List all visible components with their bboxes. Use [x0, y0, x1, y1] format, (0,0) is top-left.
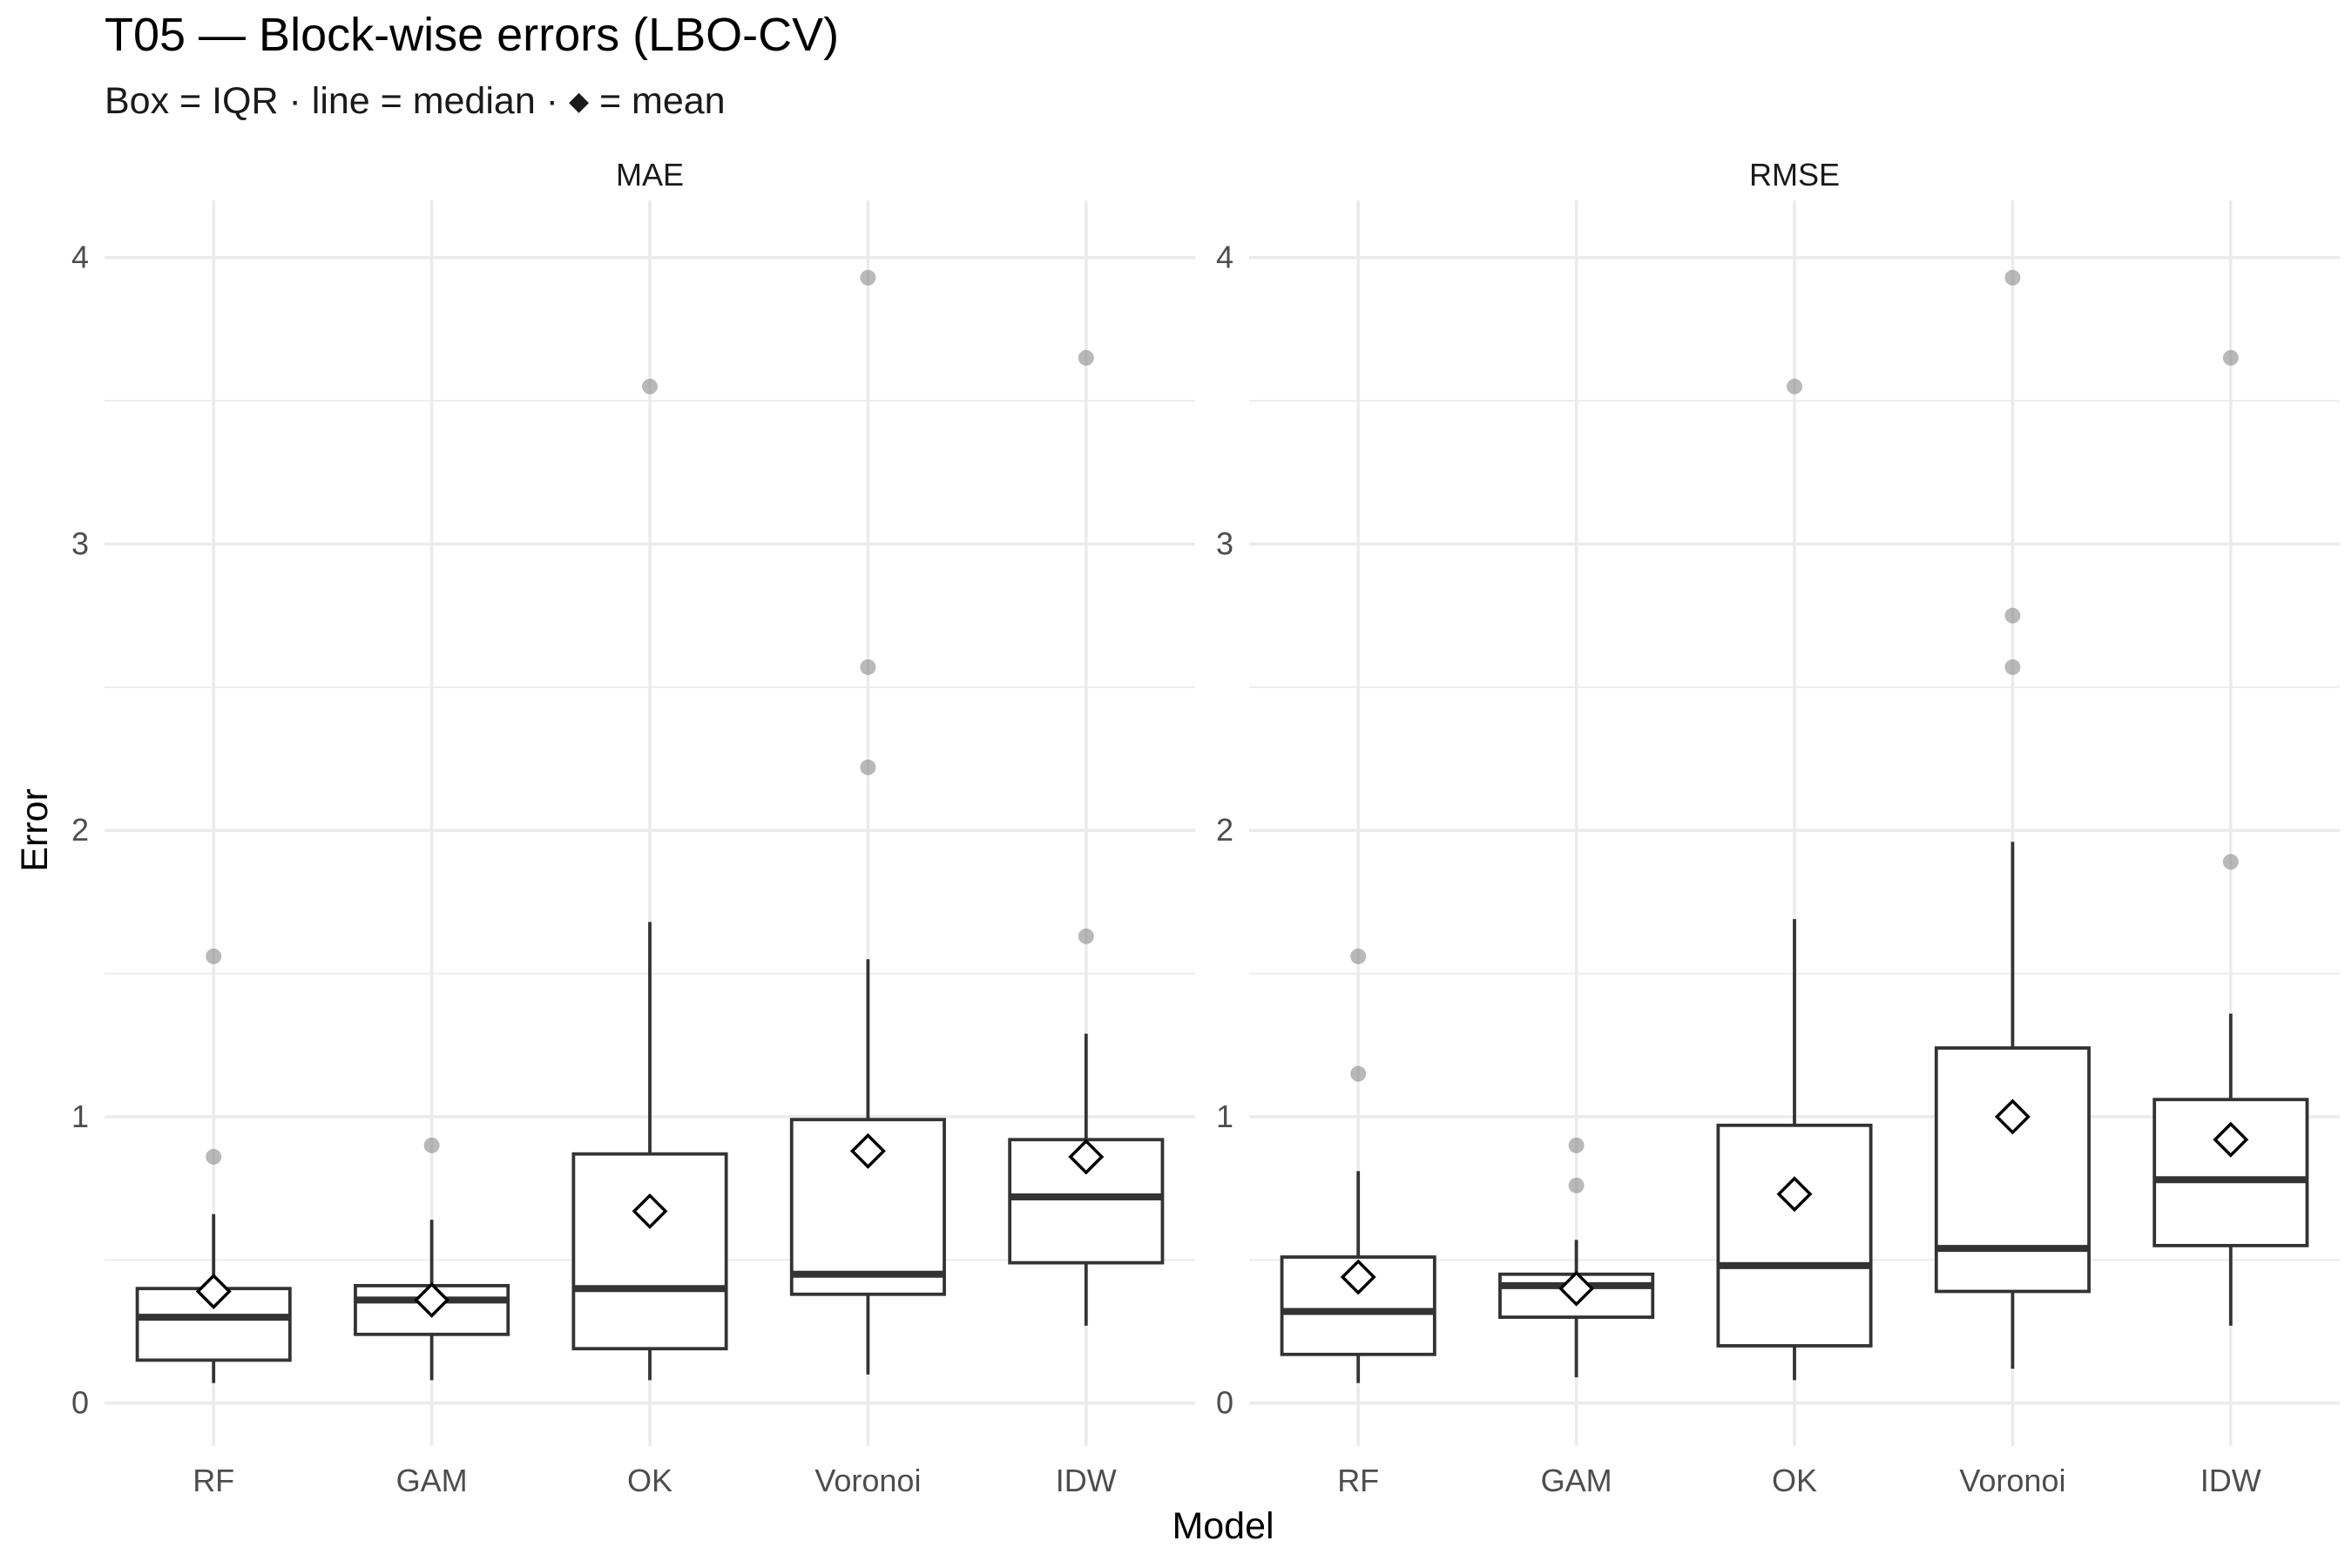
outlier-point	[206, 948, 222, 964]
outlier-point	[860, 759, 876, 775]
boxplot-rf	[1280, 948, 1436, 1383]
y-tick-label: 3	[1216, 525, 1233, 561]
outlier-point	[1350, 1065, 1367, 1082]
y-tick-label: 1	[71, 1098, 89, 1134]
outlier-point	[1078, 928, 1094, 944]
iqr-box	[2153, 1098, 2309, 1247]
boxplot-ok	[571, 378, 728, 1381]
x-tick-label: OK	[627, 1463, 672, 1498]
facet-panels: 0 1 2 3 4 RF GAM OK Voronoi IDW MAE 0 1 2 3 4 RF GAM OK Vor…	[71, 157, 2340, 1498]
boxplot-voronoi	[789, 269, 946, 1375]
outlier-point	[206, 1148, 222, 1165]
y-tick-label: 0	[71, 1385, 89, 1421]
mean-diamond	[1068, 1139, 1105, 1175]
boxplot-ok	[1716, 378, 1873, 1381]
chart-title: T05 — Block-wise errors (LBO-CV)	[105, 9, 839, 61]
x-tick-label: Voronoi	[814, 1463, 921, 1498]
y-tick-label: 0	[1216, 1385, 1233, 1421]
outlier-point	[2222, 854, 2239, 870]
boxplot-rf	[135, 948, 292, 1383]
outlier-point	[642, 378, 658, 395]
facet-panel-mae: 0 1 2 3 4 RF GAM OK Voronoi IDW MAE	[71, 157, 1195, 1498]
outlier-point	[2004, 269, 2021, 286]
y-tick-label: 3	[71, 525, 89, 561]
boxplot-voronoi	[1934, 269, 2091, 1369]
mean-diamond	[849, 1132, 886, 1169]
boxplot-gam	[354, 1137, 510, 1381]
mean-diamond	[2213, 1121, 2249, 1158]
mean-diamond	[414, 1281, 450, 1318]
outlier-point	[860, 269, 876, 286]
outlier-point	[2004, 659, 2021, 675]
mean-diamond-symbol: ◆	[569, 87, 589, 116]
outlier-point	[1787, 378, 1802, 395]
mean-diamond	[1776, 1176, 1813, 1213]
facet-strip-label: MAE	[616, 157, 684, 193]
boxplot-idw	[2153, 349, 2309, 1326]
outlier-point	[1568, 1177, 1585, 1193]
iqr-box	[1716, 1123, 1873, 1348]
outlier-point	[1078, 349, 1094, 366]
outlier-point	[2004, 607, 2021, 624]
outlier-point	[423, 1137, 440, 1153]
mean-diamond	[195, 1274, 232, 1309]
iqr-box	[571, 1152, 728, 1351]
mean-diamond	[632, 1193, 668, 1229]
y-tick-label: 2	[1216, 812, 1233, 848]
x-tick-label: IDW	[1056, 1463, 1117, 1498]
x-tick-label: RF	[1337, 1463, 1379, 1498]
facet-strip-label: RMSE	[1749, 157, 1840, 193]
iqr-box	[135, 1287, 292, 1362]
outlier-point	[1568, 1137, 1585, 1153]
y-axis-title: Error	[14, 788, 56, 872]
outlier-point	[1350, 948, 1367, 964]
y-tick-label: 2	[71, 812, 89, 848]
facet-panel-rmse: 0 1 2 3 4 RF GAM OK Voronoi IDW RMSE	[1216, 157, 2340, 1498]
x-tick-label: IDW	[2200, 1463, 2261, 1498]
y-tick-label: 4	[1216, 240, 1233, 275]
outlier-point	[860, 659, 876, 675]
outlier-point	[2222, 349, 2239, 366]
x-tick-label: Voronoi	[1959, 1463, 2065, 1498]
boxplot-gam	[1498, 1137, 1655, 1378]
mean-diamond	[1994, 1098, 2031, 1135]
subtitle-text-start: Box = IQR · line = median ·	[105, 80, 569, 122]
x-tick-label: GAM	[1541, 1463, 1612, 1498]
iqr-box	[1934, 1046, 2091, 1294]
iqr-box	[789, 1118, 946, 1296]
mean-diamond	[1340, 1259, 1376, 1295]
subtitle-text-end: = mean	[589, 80, 726, 122]
x-axis-title: Model	[1172, 1505, 1274, 1547]
x-tick-label: GAM	[396, 1463, 468, 1498]
x-tick-label: OK	[1772, 1463, 1817, 1498]
x-tick-label: RF	[193, 1463, 234, 1498]
mean-diamond	[1558, 1270, 1595, 1307]
boxplot-idw	[1008, 349, 1165, 1326]
chart-subtitle: Box = IQR · line = median · ◆ = mean	[105, 80, 726, 122]
y-tick-label: 1	[1216, 1098, 1233, 1134]
y-tick-label: 4	[71, 240, 89, 275]
